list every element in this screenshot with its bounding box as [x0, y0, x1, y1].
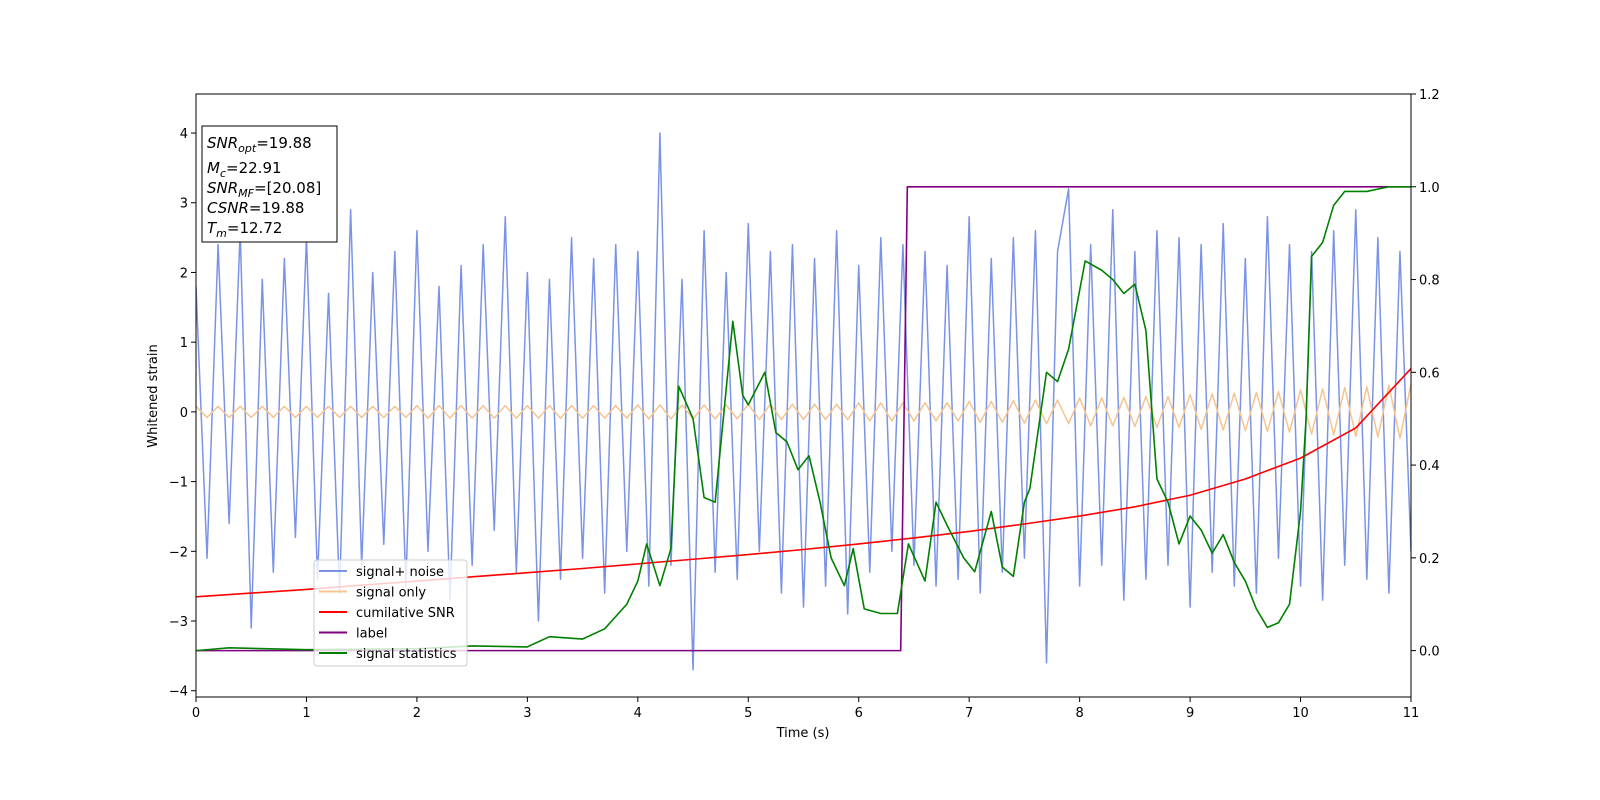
- legend-label: signal only: [356, 586, 426, 601]
- legend-label: signal statistics: [356, 647, 457, 662]
- series-line: [196, 185, 1411, 652]
- x-tick-label: 11: [1403, 706, 1420, 721]
- y2-tick-label: 1.0: [1419, 181, 1440, 196]
- legend: signal+ noise signal only cumilative SNR la…: [313, 559, 468, 667]
- y2-tick-label: 0.2: [1419, 552, 1440, 567]
- x-tick-label: 7: [965, 706, 973, 721]
- y-tick-label: 4: [180, 127, 188, 142]
- series-line: [196, 185, 1411, 652]
- annotation-value: =19.88: [256, 134, 312, 152]
- legend-frame: [313, 559, 468, 667]
- annotation-sub: opt: [238, 142, 257, 155]
- y-tick-label: 2: [180, 266, 188, 281]
- x-tick-label: 6: [855, 706, 863, 721]
- annotation-line: CSNR=19.88: [207, 199, 304, 217]
- annotation-value: =22.91: [226, 159, 282, 177]
- annotation-name: M: [207, 159, 220, 177]
- y-axis-label: Whitened strain: [146, 344, 161, 447]
- annotation-line: Tm=12.72: [207, 219, 282, 240]
- annotation-box: SNRopt=19.88Mc=22.91SNRMF=[20.08]CSNR=19…: [201, 125, 338, 243]
- y2-tick-label: 0.4: [1419, 459, 1440, 474]
- y-tick-label: 1: [180, 336, 188, 351]
- y-tick-label: −3: [169, 615, 188, 630]
- legend-label: cumilative SNR: [356, 606, 455, 621]
- x-tick-label: 8: [1075, 706, 1083, 721]
- plot-frame: [195, 93, 1412, 698]
- annotation-frame: [201, 125, 338, 243]
- legend-label: label: [356, 627, 387, 642]
- series-line: [196, 132, 1411, 671]
- y2-tick-label: 0.6: [1419, 366, 1440, 381]
- x-axis-label: Time (s): [776, 726, 830, 741]
- x-tick-label: 9: [1186, 706, 1194, 721]
- series-line: [196, 383, 1411, 440]
- y-tick-label: 3: [180, 197, 188, 212]
- x-tick-label: 1: [302, 706, 310, 721]
- y-tick-label: −1: [169, 476, 188, 491]
- annotation-line: SNRopt=19.88: [207, 134, 312, 155]
- annotation-value: =[20.08]: [254, 179, 321, 197]
- annotation-line: SNRMF=[20.08]: [207, 179, 321, 200]
- x-tick-label: 4: [634, 706, 642, 721]
- x-tick-label: 3: [523, 706, 531, 721]
- annotation-value: =19.88: [249, 199, 305, 217]
- annotation-line: Mc=22.91: [207, 159, 282, 180]
- x-tick-label: 0: [192, 706, 200, 721]
- x-tick-label: 2: [413, 706, 421, 721]
- legend-label: signal+ noise: [356, 565, 444, 580]
- y-tick-label: −2: [169, 545, 188, 560]
- y-tick-label: −4: [169, 685, 188, 700]
- y-tick-label: 0: [180, 406, 188, 421]
- annotation-value: =12.72: [227, 219, 283, 237]
- annotation-name: T: [207, 219, 218, 237]
- x-tick-label: 10: [1292, 706, 1309, 721]
- y2-tick-label: 1.2: [1419, 88, 1440, 103]
- x-tick-label: 5: [744, 706, 752, 721]
- annotation-sub: m: [216, 227, 227, 240]
- annotation-sub: MF: [238, 187, 254, 200]
- y2-tick-label: 0.8: [1419, 274, 1440, 289]
- annotation-name: SNR: [207, 179, 238, 197]
- y2-tick-label: 0.0: [1419, 645, 1440, 660]
- annotation-name: CSNR: [207, 199, 249, 217]
- annotation-name: SNR: [207, 134, 238, 152]
- annotation-sub: c: [220, 167, 226, 180]
